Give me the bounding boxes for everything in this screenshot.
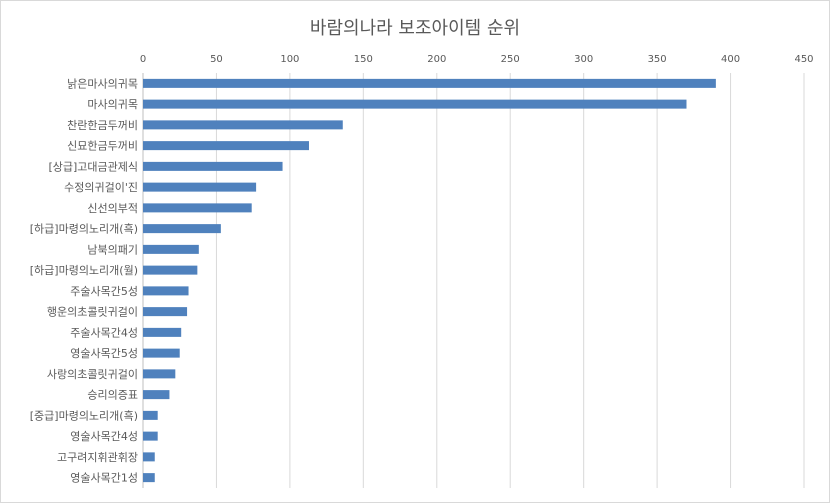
category-label: 영술사목간1성 <box>70 472 138 485</box>
x-tick-label: 300 <box>574 54 593 65</box>
category-label: 낡은마사의귀목 <box>67 77 138 90</box>
bar <box>143 307 188 317</box>
category-label: 승리의증표 <box>87 389 138 402</box>
bar <box>143 141 309 151</box>
x-tick-label: 450 <box>794 54 813 65</box>
bar <box>143 161 283 171</box>
category-label: 행운의초콜릿귀걸이 <box>47 306 138 319</box>
x-tick-label: 150 <box>354 54 373 65</box>
bar <box>143 348 180 358</box>
bar <box>143 431 158 441</box>
bar <box>143 410 158 420</box>
category-label: [하급]마령의노리개(흑) <box>30 222 138 236</box>
category-label: [하급]마령의노리개(월) <box>30 263 138 277</box>
bar <box>143 327 182 337</box>
x-tick-label: 0 <box>140 54 146 65</box>
category-label: 남북의패기 <box>87 243 138 256</box>
chart-title: 바람의나라 보조아이템 순위 <box>309 18 521 39</box>
bar <box>143 265 198 275</box>
category-label: [상급]고대금관제식 <box>48 160 138 173</box>
bar <box>143 244 199 254</box>
category-label: [중급]마령의노리개(흑) <box>30 408 138 422</box>
category-label: 고구려지휘관휘장 <box>57 451 138 464</box>
bar <box>143 369 176 379</box>
bar <box>143 182 257 192</box>
bar <box>143 203 252 213</box>
category-label: 마사의귀목 <box>87 98 138 111</box>
category-label: 주술사목간4성 <box>70 326 138 339</box>
x-tick-label: 100 <box>280 54 299 65</box>
category-label: 수정의귀걸이'진 <box>64 181 138 194</box>
bar <box>143 390 170 400</box>
category-label: 신묘한금두꺼비 <box>67 140 138 153</box>
bar <box>143 473 155 483</box>
category-label: 찬란한금두꺼비 <box>67 118 138 132</box>
category-label: 주술사목간5성 <box>70 285 138 298</box>
category-label: 영술사목간4성 <box>70 430 138 443</box>
bar <box>143 286 189 296</box>
category-label: 영술사목간5성 <box>70 347 138 360</box>
x-tick-label: 200 <box>427 54 446 65</box>
category-label: 사랑의초콜릿귀걸이 <box>47 368 138 381</box>
bar <box>143 224 221 234</box>
category-label: 신선의부적 <box>87 202 138 215</box>
bar <box>143 120 343 130</box>
bar <box>143 452 155 462</box>
x-tick-label: 350 <box>648 54 667 65</box>
bar <box>143 99 687 109</box>
bar <box>143 78 716 88</box>
x-tick-label: 400 <box>721 54 740 65</box>
x-tick-label: 250 <box>501 54 520 65</box>
x-tick-label: 50 <box>210 54 223 65</box>
